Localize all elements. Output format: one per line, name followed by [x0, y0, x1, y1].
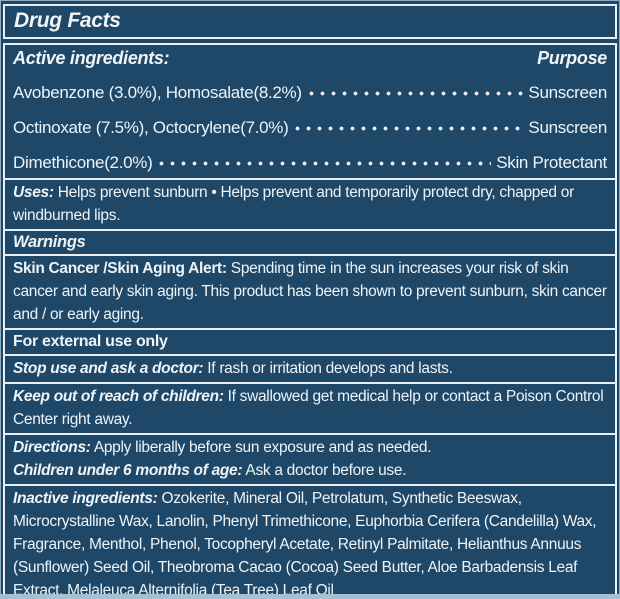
ingredient-row: Avobenzone (3.0%), Homosalate(8.2%) Suns…	[13, 71, 607, 106]
ingredient-row: Octinoxate (7.5%), Octocrylene(7.0%) Sun…	[13, 106, 607, 141]
ingredient-purpose: Skin Protectant	[496, 153, 607, 172]
uses-section: Uses: Helps prevent sunburn • Helps prev…	[5, 178, 615, 229]
active-ingredients-header-row: Active ingredients: Purpose	[13, 46, 607, 71]
warnings-heading: Warnings	[13, 233, 86, 251]
skin-cancer-alert-label: Skin Cancer /Skin Aging Alert:	[13, 260, 227, 277]
external-use-text: For external use only	[13, 333, 168, 350]
dot-leader	[303, 71, 524, 98]
skin-cancer-alert-section: Skin Cancer /Skin Aging Alert: Spending …	[5, 254, 615, 328]
directions-section: Directions: Apply liberally before sun e…	[5, 433, 615, 484]
keep-out-of-reach-section: Keep out of reach of children: If swallo…	[5, 382, 615, 433]
external-use-section: For external use only	[5, 328, 615, 354]
keep-out-label: Keep out of reach of children:	[13, 388, 224, 405]
inactive-ingredients-label: Inactive ingredients:	[13, 490, 158, 507]
warnings-section: Warnings	[5, 229, 615, 254]
active-ingredients-section: Active ingredients: Purpose Avobenzone (…	[5, 45, 615, 178]
directions-label: Directions:	[13, 439, 91, 456]
uses-label: Uses:	[13, 184, 54, 201]
ingredient-purpose: Sunscreen	[528, 118, 607, 137]
ingredient-purpose: Sunscreen	[528, 83, 607, 102]
ingredient-name: Dimethicone(2.0%)	[13, 153, 153, 172]
children-under-6-label: Children under 6 months of age:	[13, 462, 243, 479]
stop-use-label: Stop use and ask a doctor:	[13, 360, 204, 377]
active-ingredients-heading: Active ingredients:	[13, 48, 170, 68]
drug-facts-main-box: Active ingredients: Purpose Avobenzone (…	[3, 43, 617, 599]
children-under-6-line: Children under 6 months of age: Ask a do…	[13, 459, 607, 482]
directions-line: Directions: Apply liberally before sun e…	[13, 436, 607, 459]
uses-text: Helps prevent sunburn • Helps prevent an…	[13, 184, 574, 224]
inactive-ingredients-section: Inactive ingredients: Ozokerite, Mineral…	[5, 484, 615, 599]
ingredient-name: Octinoxate (7.5%), Octocrylene(7.0%)	[13, 118, 289, 137]
keep-out-text: If swallowed get medical help or contact…	[13, 388, 604, 428]
drug-facts-title: Drug Facts	[14, 9, 121, 32]
label-bottom-edge	[0, 594, 620, 599]
directions-text: Apply liberally before sun exposure and …	[90, 439, 432, 456]
ingredient-name: Avobenzone (3.0%), Homosalate(8.2%)	[13, 83, 302, 102]
dot-leader	[290, 106, 524, 133]
children-under-6-text: Ask a doctor before use.	[242, 462, 407, 479]
label-content: Drug Facts Active ingredients: Purpose A…	[3, 4, 617, 599]
stop-use-text: If rash or irritation develops and lasts…	[203, 360, 453, 377]
drug-facts-title-box: Drug Facts	[3, 4, 617, 39]
purpose-heading: Purpose	[537, 48, 607, 68]
stop-use-section: Stop use and ask a doctor: If rash or ir…	[5, 354, 615, 382]
ingredient-row: Dimethicone(2.0%) Skin Protectant	[13, 141, 607, 176]
skin-cancer-alert-text: Spending time in the sun increases your …	[13, 260, 607, 323]
dot-leader	[154, 141, 492, 168]
